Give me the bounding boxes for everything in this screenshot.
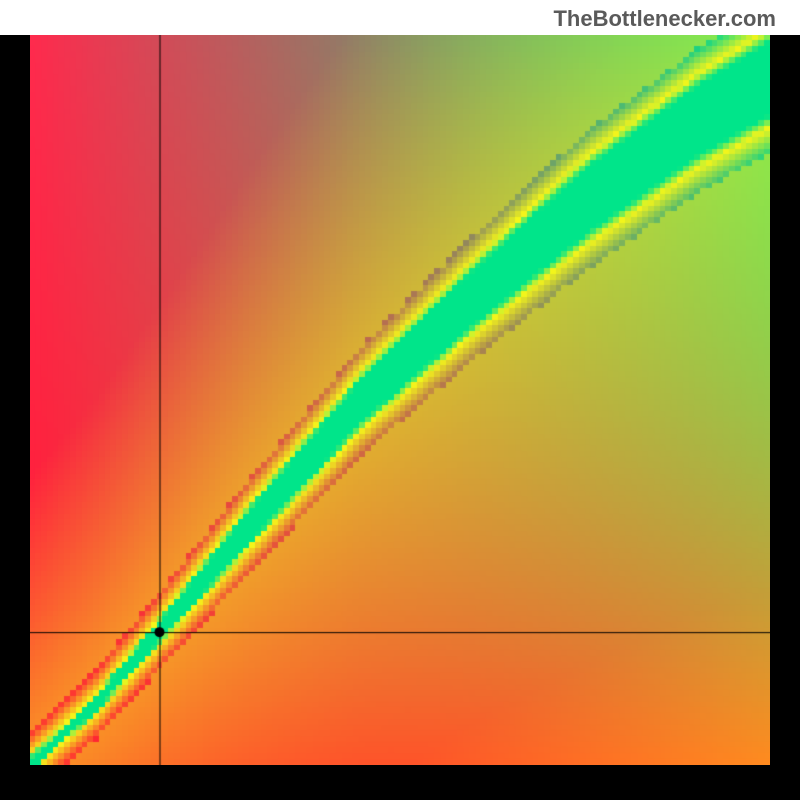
heatmap-canvas <box>30 35 770 765</box>
chart-outer-frame <box>0 35 800 800</box>
heatmap-plot-area <box>30 35 770 765</box>
watermark-text: TheBottlenecker.com <box>553 6 776 32</box>
